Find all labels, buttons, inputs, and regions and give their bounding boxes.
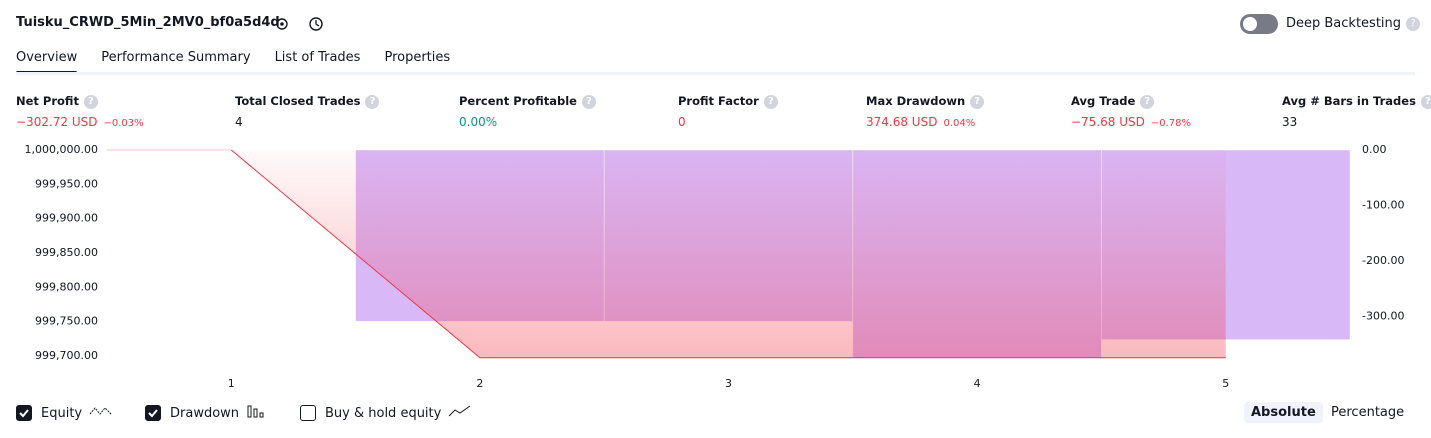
y-tick-label: 999,750.00: [35, 315, 98, 328]
stat-value: −75.68 USD −0.78%: [1071, 115, 1191, 129]
stat-label: Net Profit?: [16, 94, 144, 109]
stat-value: 374.68 USD 0.04%: [866, 115, 984, 129]
stat-label-text: Percent Profitable: [459, 94, 577, 108]
stat-percent: −0.03%: [103, 117, 144, 129]
y-tick-label: 999,950.00: [35, 177, 98, 190]
stat-percent: 0.04%: [943, 117, 976, 129]
stat-percent: −0.78%: [1150, 117, 1192, 129]
stat-value-text: 0: [678, 114, 686, 129]
tab[interactable]: Properties: [384, 50, 451, 65]
toggle-label: Equity: [41, 405, 83, 421]
stat-label-text: Avg Trade: [1071, 94, 1136, 108]
mode-button[interactable]: Absolute: [1244, 402, 1323, 423]
stat-value-text: 374.68 USD: [866, 114, 938, 129]
help-icon[interactable]: ?: [83, 94, 98, 109]
y-tick-label: 1,000,000.00: [25, 143, 98, 156]
stat: Max Drawdown? 374.68 USD 0.04%: [866, 94, 985, 129]
stat-label: Max Drawdown?: [866, 94, 985, 109]
checkbox[interactable]: [300, 405, 316, 421]
tab-bar: Overview Performance Summary List of Trade…: [16, 48, 450, 74]
legend-icon: [448, 404, 472, 422]
toggle-text: Deep Backtesting: [1286, 16, 1402, 31]
tab[interactable]: List of Trades: [274, 50, 361, 65]
y2-tick-label: -100.00: [1362, 198, 1404, 211]
toggle-label: Drawdown: [170, 405, 240, 421]
y2-tick-label: -300.00: [1362, 309, 1404, 322]
tab-underline: [16, 72, 1415, 75]
stat: Net Profit? −302.72 USD −0.03%: [16, 94, 144, 129]
stat: Percent Profitable? 0.00%: [459, 94, 596, 129]
stat: Total Closed Trades? 4: [235, 94, 380, 129]
strategy-title: Tuisku_CRWD_5Min_2MV0_bf0a5d4d: [16, 15, 280, 30]
stat-label: Percent Profitable?: [459, 94, 596, 109]
x-tick-label: 4: [974, 377, 981, 390]
legend-toggle[interactable]: Drawdown: [145, 404, 266, 422]
legend-toggle[interactable]: Buy & hold equity: [300, 404, 472, 422]
mode-button[interactable]: Percentage: [1331, 405, 1405, 420]
stat-value: 4: [235, 115, 379, 129]
stat-label: Avg Trade?: [1071, 94, 1191, 109]
y-tick-label: 999,700.00: [35, 349, 98, 362]
tab[interactable]: Performance Summary: [101, 50, 251, 65]
stat-value: 0.00%: [459, 115, 596, 129]
legend-icon: [246, 404, 266, 422]
stat-value: 0: [678, 115, 778, 129]
help-icon[interactable]: ?: [1406, 16, 1421, 31]
equity-line: [230, 149, 1226, 359]
stat: Profit Factor? 0: [678, 94, 778, 129]
x-tick-label: 2: [476, 377, 483, 390]
help-icon[interactable]: ?: [763, 94, 778, 109]
legend-icon: [89, 404, 113, 422]
stat-value-text: 0.00%: [459, 114, 498, 129]
x-tick-label: 5: [1222, 377, 1229, 390]
y-tick-label: 999,800.00: [35, 280, 98, 293]
help-icon[interactable]: ?: [1420, 94, 1431, 109]
x-tick-label: 1: [228, 377, 235, 390]
stat-label-text: Total Closed Trades: [235, 94, 361, 108]
y-tick-label: 999,900.00: [35, 212, 98, 225]
header-icons[interactable]: [272, 14, 332, 34]
y2-tick-label: 0.00: [1362, 143, 1387, 156]
stat-label: Profit Factor?: [678, 94, 778, 109]
deep-backtesting-toggle[interactable]: [1240, 14, 1278, 34]
stat-value-text: 33: [1282, 114, 1298, 129]
stat-label: Total Closed Trades?: [235, 94, 380, 109]
legend-toggle[interactable]: Equity: [16, 404, 113, 422]
x-tick-label: 3: [725, 377, 732, 390]
stat-value: −302.72 USD −0.03%: [16, 115, 144, 129]
stat-label-text: Profit Factor: [678, 94, 759, 108]
stat-label-text: Max Drawdown: [866, 94, 966, 108]
y2-tick-label: -200.00: [1362, 254, 1404, 267]
stat-value: 33: [1282, 115, 1431, 129]
stat-label: Avg # Bars in Trades?: [1282, 94, 1431, 109]
stat-value-text: −75.68 USD: [1071, 114, 1145, 129]
stat-label-text: Net Profit: [16, 94, 79, 108]
stat: Avg # Bars in Trades? 33: [1282, 94, 1431, 129]
stat-value-text: −302.72 USD: [16, 114, 98, 129]
help-icon[interactable]: ?: [581, 94, 596, 109]
checkbox[interactable]: [145, 405, 161, 421]
y-tick-label: 999,850.00: [35, 246, 98, 259]
toggle-label: Deep Backtesting?: [1286, 16, 1421, 31]
help-icon[interactable]: ?: [365, 94, 380, 109]
stat-label-text: Avg # Bars in Trades: [1282, 94, 1416, 108]
equity-fill: [231, 150, 1226, 358]
help-icon[interactable]: ?: [1140, 94, 1155, 109]
checkbox[interactable]: [16, 405, 32, 421]
help-icon[interactable]: ?: [970, 94, 985, 109]
stat-value-text: 4: [235, 114, 243, 129]
toggle-label: Buy & hold equity: [325, 405, 442, 421]
stat: Avg Trade? −75.68 USD −0.78%: [1071, 94, 1191, 129]
